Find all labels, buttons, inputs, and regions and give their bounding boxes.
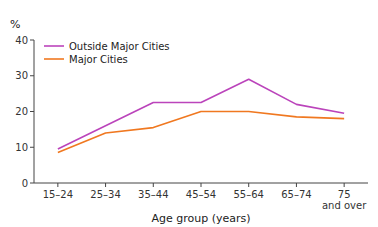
legend: Outside Major Cities Major Cities xyxy=(44,41,170,65)
x-tick-label: 65–74 xyxy=(281,189,311,200)
x-tick-label-line: 25–34 xyxy=(90,189,120,200)
y-tick xyxy=(30,40,34,41)
y-tick xyxy=(30,147,34,148)
legend-label: Major Cities xyxy=(69,54,128,65)
y-tick-label: 0 xyxy=(22,178,28,189)
x-tick xyxy=(57,183,58,187)
y-tick xyxy=(30,183,34,184)
x-tick xyxy=(248,183,249,187)
x-tick-label-line: 65–74 xyxy=(281,189,311,200)
y-tick xyxy=(30,75,34,76)
x-tick-label: 15–24 xyxy=(43,189,73,200)
y-tick-label: 30 xyxy=(15,70,28,81)
x-tick-label-line: 15–24 xyxy=(43,189,73,200)
series-line xyxy=(58,79,344,149)
x-tick-label: 25–34 xyxy=(90,189,120,200)
y-tick xyxy=(30,111,34,112)
x-tick xyxy=(344,183,345,187)
x-tick-label: 45–54 xyxy=(186,189,216,200)
x-tick-label-line: 55–64 xyxy=(233,189,263,200)
x-axis-label: Age group (years) xyxy=(151,212,250,225)
x-tick-label-line: 75 xyxy=(338,189,351,200)
y-tick-label: 20 xyxy=(15,106,28,117)
y-axis-label: % xyxy=(10,18,20,31)
x-tick-label-line: and over xyxy=(322,200,367,211)
y-tick-label: 40 xyxy=(15,35,28,46)
x-tick-label: 55–64 xyxy=(233,189,263,200)
plot-area xyxy=(58,79,344,152)
x-tick-label: 35–44 xyxy=(138,189,168,200)
legend-label: Outside Major Cities xyxy=(69,41,170,52)
legend-swatch xyxy=(44,58,64,60)
x-tick-label-line: 45–54 xyxy=(186,189,216,200)
x-tick-label: 75and over xyxy=(322,189,367,211)
y-tick-label: 10 xyxy=(15,142,28,153)
x-tick xyxy=(153,183,154,187)
series-line xyxy=(58,112,344,153)
legend-swatch xyxy=(44,45,64,47)
x-tick xyxy=(296,183,297,187)
x-tick xyxy=(201,183,202,187)
x-tick-label-line: 35–44 xyxy=(138,189,168,200)
chart: 0 10 20 30 40 15–24 25–34 35–44 45–54 55–64 65–74 7… xyxy=(0,0,378,227)
x-tick xyxy=(105,183,106,187)
axes: 0 10 20 30 40 15–24 25–34 35–44 45–54 55–64 65–74 7… xyxy=(15,35,368,212)
chart-container: 0 10 20 30 40 15–24 25–34 35–44 45–54 55–64 65–74 7… xyxy=(0,0,378,227)
